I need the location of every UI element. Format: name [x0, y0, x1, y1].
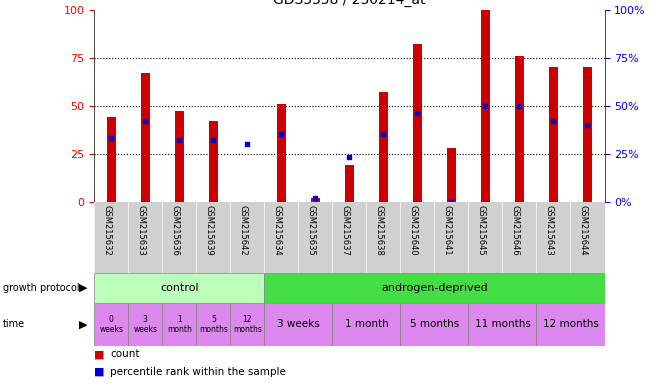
Text: GSM215638: GSM215638: [374, 205, 384, 256]
Point: [106, 135, 116, 141]
Text: 12
months: 12 months: [233, 315, 262, 334]
Text: 11 months: 11 months: [474, 319, 530, 329]
Bar: [128, 303, 162, 346]
Text: 5
months: 5 months: [199, 315, 228, 334]
Text: 0
weeks: 0 weeks: [99, 315, 124, 334]
Point: [344, 154, 355, 161]
Text: growth protocol: growth protocol: [3, 283, 80, 293]
Text: androgen-deprived: androgen-deprived: [381, 283, 488, 293]
Bar: [196, 303, 230, 346]
Bar: [469, 303, 536, 346]
Bar: [175, 111, 183, 202]
Text: time: time: [3, 319, 25, 329]
Point: [446, 199, 456, 205]
Bar: [413, 44, 422, 202]
Bar: [162, 303, 196, 346]
Text: 3 weeks: 3 weeks: [277, 319, 320, 329]
Bar: [400, 303, 469, 346]
Text: GSM215632: GSM215632: [102, 205, 111, 256]
Bar: [379, 92, 387, 202]
Point: [140, 118, 150, 124]
Point: [310, 195, 320, 201]
Text: GSM215643: GSM215643: [545, 205, 553, 256]
Text: GSM215642: GSM215642: [239, 205, 247, 256]
Text: GSM215634: GSM215634: [272, 205, 281, 256]
Bar: [332, 303, 400, 346]
Text: GSM215637: GSM215637: [341, 205, 350, 256]
Bar: [515, 56, 524, 202]
Bar: [94, 303, 128, 346]
Point: [412, 110, 423, 116]
Point: [514, 103, 525, 109]
Bar: [536, 303, 604, 346]
Text: 3
weeks: 3 weeks: [133, 315, 157, 334]
Bar: [230, 303, 265, 346]
Bar: [583, 67, 592, 202]
Text: 5 months: 5 months: [410, 319, 459, 329]
Point: [378, 131, 389, 137]
Bar: [209, 121, 218, 202]
Bar: [94, 273, 265, 303]
Text: 1
month: 1 month: [167, 315, 192, 334]
Point: [480, 103, 491, 109]
Point: [174, 137, 185, 143]
Text: GSM215645: GSM215645: [476, 205, 486, 256]
Bar: [265, 303, 332, 346]
Text: GSM215635: GSM215635: [306, 205, 315, 256]
Text: control: control: [160, 283, 199, 293]
Bar: [345, 165, 354, 202]
Text: GSM215641: GSM215641: [443, 205, 451, 256]
Text: ▶: ▶: [79, 283, 88, 293]
Text: GSM215644: GSM215644: [578, 205, 588, 256]
Bar: [447, 148, 456, 202]
Point: [582, 122, 593, 128]
Text: percentile rank within the sample: percentile rank within the sample: [111, 366, 287, 377]
Point: [276, 131, 287, 137]
Text: GSM215640: GSM215640: [408, 205, 417, 256]
Text: 1 month: 1 month: [344, 319, 388, 329]
Point: [208, 137, 218, 143]
Point: [242, 141, 252, 147]
Text: ■: ■: [94, 349, 109, 359]
Text: 12 months: 12 months: [543, 319, 599, 329]
Bar: [141, 73, 150, 202]
Text: GSM215636: GSM215636: [170, 205, 179, 256]
Bar: [481, 10, 489, 202]
Text: GSM215639: GSM215639: [204, 205, 213, 256]
Title: GDS3358 / 230214_at: GDS3358 / 230214_at: [273, 0, 426, 7]
Bar: [107, 117, 116, 202]
Bar: [311, 198, 320, 202]
Text: ■: ■: [94, 366, 109, 377]
Point: [548, 118, 558, 124]
Bar: [265, 273, 604, 303]
Bar: [549, 67, 558, 202]
Text: count: count: [111, 349, 140, 359]
Text: GSM215646: GSM215646: [510, 205, 519, 256]
Bar: [277, 104, 285, 202]
Text: ▶: ▶: [79, 319, 88, 329]
Text: GSM215633: GSM215633: [136, 205, 145, 256]
